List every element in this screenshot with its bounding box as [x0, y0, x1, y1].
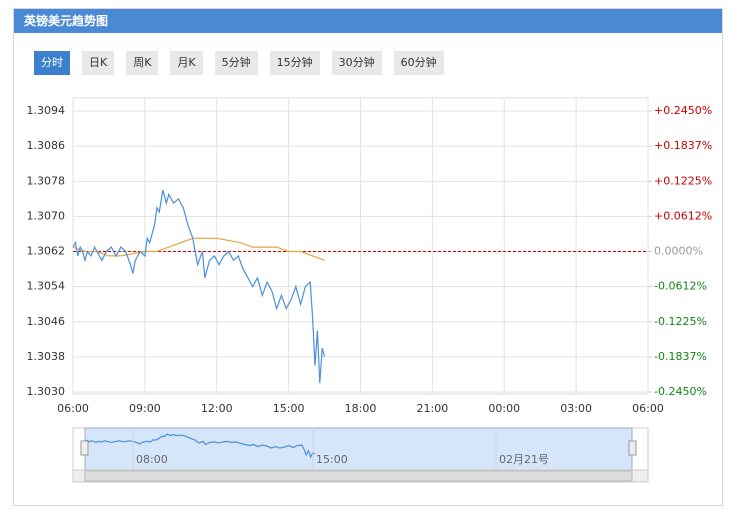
x-tick-label: 09:00 [129, 402, 161, 415]
x-tick-label: 00:00 [488, 402, 520, 415]
y-tick-label: 1.3046 [27, 315, 66, 328]
x-tick-label: 12:00 [201, 402, 233, 415]
y2-tick-label: +0.0612% [654, 209, 712, 222]
navigator-handle[interactable] [628, 440, 637, 456]
y2-tick-label: -0.0612% [654, 280, 707, 293]
x-tick-label: 15:00 [273, 402, 305, 415]
y2-tick-label: +0.1837% [654, 139, 712, 152]
tab[interactable]: 周K [126, 51, 159, 75]
series-line [72, 237, 325, 261]
y-tick-label: 1.3062 [27, 245, 66, 258]
x-tick-label: 18:00 [345, 402, 377, 415]
y2-tick-label: 0.0000% [654, 245, 703, 258]
tab[interactable]: 60分钟 [393, 51, 444, 75]
panel-title: 英镑美元趋势图 [14, 9, 722, 33]
y-tick-label: 1.3086 [27, 139, 66, 152]
y2-tick-label: +0.1225% [654, 174, 712, 187]
series-line [72, 189, 326, 384]
y-tick-label: 1.3038 [27, 350, 66, 363]
y-tick-label: 1.3094 [27, 104, 66, 117]
x-tick-label: 21:00 [417, 402, 449, 415]
scrollbar-thumb[interactable] [84, 470, 633, 482]
x-tick-label: 03:00 [560, 402, 592, 415]
navigator-label: 02月21号 [499, 453, 549, 466]
y2-tick-label: +0.2450% [654, 104, 712, 117]
navigator-handle[interactable] [80, 440, 89, 456]
y2-tick-label: -0.1837% [654, 350, 707, 363]
navigator-label: 15:00 [316, 453, 348, 466]
tab[interactable]: 15分钟 [269, 51, 320, 75]
tab[interactable]: 日K [82, 51, 115, 75]
tab-bar: 分时 日K 周K 月K 5分钟 15分钟 30分钟 60分钟 [34, 51, 444, 75]
x-tick-label: 06:00 [632, 402, 664, 415]
navigator-line [84, 433, 316, 459]
y2-tick-label: -0.1225% [654, 315, 707, 328]
y-tick-label: 1.3054 [27, 280, 66, 293]
x-tick-label: 06:00 [57, 402, 89, 415]
tab[interactable]: 30分钟 [331, 51, 382, 75]
y2-tick-label: -0.2450% [654, 385, 707, 398]
panel: 英镑美元趋势图 分时 日K 周K 月K 5分钟 15分钟 30分钟 60分钟 [13, 8, 723, 506]
navigator-label: 08:00 [136, 453, 168, 466]
tab[interactable]: 5分钟 [214, 51, 258, 75]
y-tick-label: 1.3030 [27, 385, 66, 398]
tab[interactable]: 月K [170, 51, 203, 75]
y-tick-label: 1.3078 [27, 174, 66, 187]
tab[interactable]: 分时 [34, 51, 70, 75]
y-tick-label: 1.3070 [27, 209, 66, 222]
